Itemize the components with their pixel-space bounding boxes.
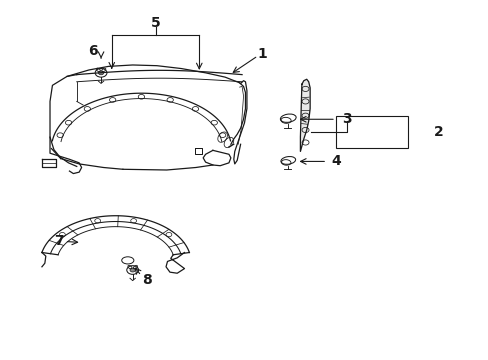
Polygon shape <box>300 79 309 152</box>
Circle shape <box>130 268 135 272</box>
Text: 1: 1 <box>257 47 266 61</box>
Bar <box>335 116 407 148</box>
Text: 2: 2 <box>433 125 443 139</box>
Text: 3: 3 <box>341 112 351 126</box>
Text: 6: 6 <box>88 44 98 58</box>
Text: 8: 8 <box>142 273 152 287</box>
Text: 5: 5 <box>150 16 160 30</box>
Circle shape <box>98 71 103 75</box>
Text: 7: 7 <box>54 234 63 248</box>
Text: 4: 4 <box>330 154 340 168</box>
